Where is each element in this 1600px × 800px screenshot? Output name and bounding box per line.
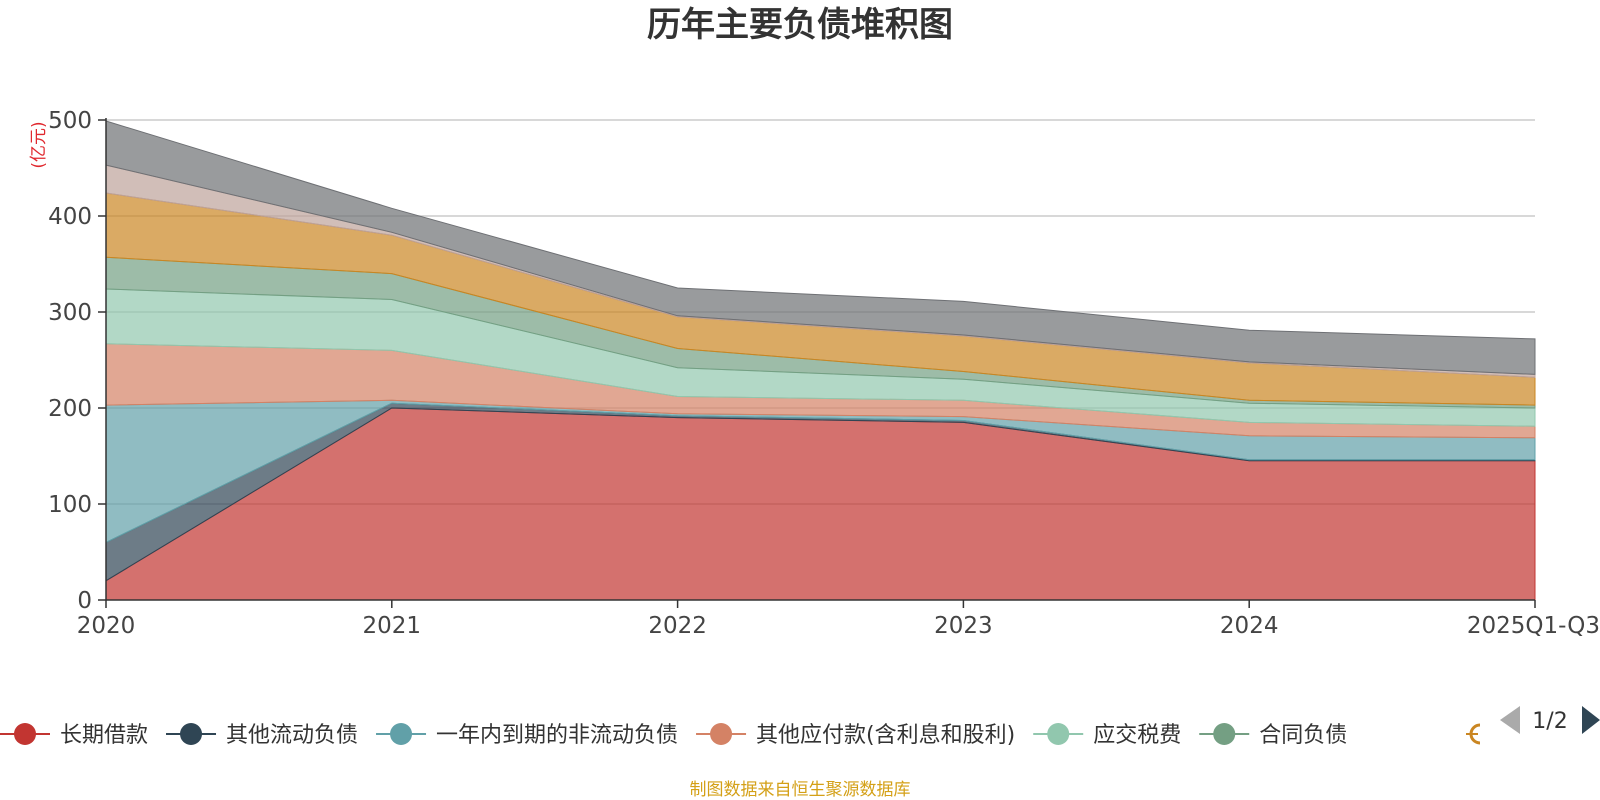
x-tick-label: 2023 (934, 613, 993, 639)
legend: 长期借款 其他流动负债 一年内到期的非流动负债 其他应付款(含利息和股利) 应交税费 合同… (0, 723, 1481, 748)
legend-pager: 1/2 (1500, 706, 1600, 734)
y-tick-label: 500 (48, 108, 92, 134)
y-tick-label: 300 (48, 300, 92, 326)
chart-title: 历年主要负债堆积图 (647, 5, 953, 45)
legend-next-page-icon[interactable] (1582, 706, 1600, 734)
legend-item[interactable]: 其他流动负债 (166, 723, 358, 748)
legend-marker-icon (1213, 723, 1236, 745)
legend-item[interactable]: 合同负债 (1199, 723, 1347, 748)
legend-marker-icon (710, 723, 733, 745)
legend-item[interactable]: 一年内到期的非流动负债 (376, 723, 678, 748)
legend-marker-icon (1469, 723, 1481, 745)
legend-marker-icon (180, 723, 203, 745)
y-axis-unit: (亿元) (29, 121, 49, 168)
legend-label: 其他应付款(含利息和股利) (756, 723, 1015, 748)
legend-marker-icon (14, 723, 36, 745)
legend-page-indicator: 1/2 (1532, 709, 1567, 734)
legend-item[interactable]: 长期借款 (0, 723, 148, 748)
legend-prev-page-icon[interactable] (1500, 706, 1520, 734)
legend-item[interactable]: 应交税费 (1033, 723, 1181, 748)
axes: 0 100 200 300 400 500 2020 2021 2022 2023 2024 2025… (48, 108, 1600, 639)
legend-label: 一年内到期的非流动负债 (436, 723, 678, 748)
legend-label: 应交税费 (1093, 723, 1181, 748)
source-note: 制图数据来自恒生聚源数据库 (690, 780, 911, 800)
y-tick-label: 400 (48, 204, 92, 230)
area-series (105, 120, 1536, 375)
legend-item[interactable]: 其他应付款(含利息和股利) (696, 723, 1015, 748)
legend-label: 其他流动负债 (226, 723, 358, 748)
x-tick-label: 2020 (77, 613, 136, 639)
y-tick-label: 0 (77, 588, 92, 614)
legend-item-partial[interactable] (1466, 723, 1481, 745)
y-tick-label: 200 (48, 396, 92, 422)
legend-marker-icon (1047, 723, 1070, 745)
legend-label: 合同负债 (1259, 723, 1347, 748)
legend-marker-icon (390, 723, 413, 745)
legend-label: 长期借款 (60, 723, 148, 748)
x-tick-label: 2021 (363, 613, 422, 639)
stacked-areas (105, 120, 1536, 601)
x-tick-label: 2025Q1-Q3 (1467, 613, 1600, 639)
x-tick-label: 2024 (1220, 613, 1279, 639)
x-tick-label: 2022 (648, 613, 707, 639)
y-tick-label: 100 (48, 492, 92, 518)
